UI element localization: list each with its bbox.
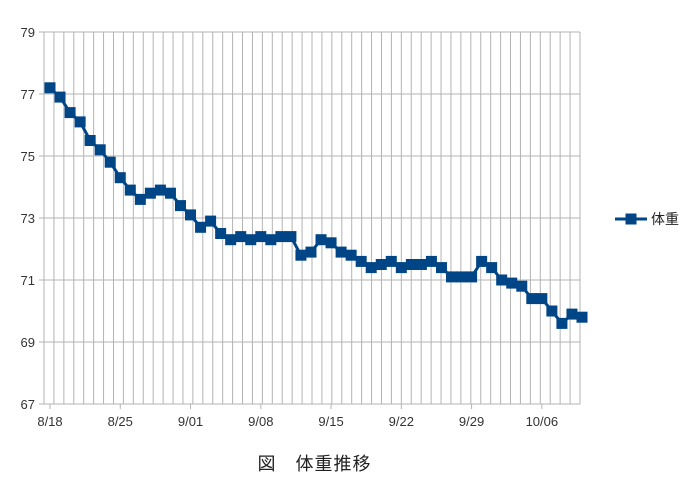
data-point-marker (536, 293, 548, 305)
data-point-marker (546, 305, 558, 317)
data-point-marker (486, 262, 498, 274)
data-point-marker (456, 271, 468, 283)
data-point-marker (225, 234, 237, 246)
data-point-marker (255, 231, 267, 243)
data-point-marker (315, 234, 327, 246)
data-point-marker (576, 311, 588, 323)
data-point-marker (425, 255, 437, 267)
data-point-marker (435, 262, 447, 274)
data-point-marker (124, 184, 136, 196)
y-tick-label: 77 (21, 87, 35, 102)
data-point-marker (245, 234, 257, 246)
y-tick-label: 79 (21, 25, 35, 40)
data-point-marker (295, 249, 307, 261)
x-tick-label: 9/22 (389, 414, 414, 429)
grid-lines (39, 31, 581, 405)
data-point-marker (104, 156, 116, 168)
data-point-marker (114, 172, 126, 184)
data-point-marker (265, 234, 277, 246)
data-point-marker (385, 255, 397, 267)
data-point-marker (144, 187, 156, 199)
x-tick-label: 10/06 (526, 414, 559, 429)
data-point-marker (305, 246, 317, 258)
data-point-marker (205, 215, 217, 227)
series-weight (44, 82, 588, 329)
y-tick-label: 71 (21, 273, 35, 288)
data-point-marker (466, 271, 478, 283)
series-line-weight (48, 86, 583, 325)
data-point-marker (215, 228, 227, 239)
figure-caption: 図 体重推移 (257, 454, 372, 475)
y-tick-label: 69 (21, 335, 35, 350)
data-point-marker (44, 82, 56, 94)
x-tick-label: 9/01 (178, 414, 203, 429)
data-point-marker (325, 237, 337, 249)
data-point-marker (275, 231, 287, 243)
x-tick-label: 9/29 (459, 414, 484, 429)
data-point-marker (496, 274, 508, 286)
data-point-marker (235, 231, 247, 243)
data-point-marker (285, 231, 297, 243)
legend: 体重 (615, 212, 679, 228)
data-point-marker (415, 259, 427, 270)
data-point-marker (185, 209, 197, 221)
x-tick-label: 9/15 (318, 414, 343, 429)
y-tick-label: 67 (21, 397, 35, 412)
data-point-marker (94, 144, 106, 156)
legend-label-weight: 体重 (651, 212, 679, 228)
data-point-marker (506, 277, 518, 289)
y-tick-label: 73 (21, 211, 35, 226)
data-point-marker (365, 262, 377, 274)
data-point-marker (395, 262, 407, 274)
data-point-marker (476, 255, 488, 267)
x-tick-label: 9/08 (248, 414, 273, 429)
data-point-marker (375, 259, 387, 270)
data-point-marker (345, 249, 357, 261)
data-point-marker (74, 116, 86, 128)
data-point-marker (64, 107, 76, 119)
data-point-marker (195, 221, 207, 233)
data-point-marker (54, 91, 66, 103)
data-point-marker (516, 280, 528, 292)
data-point-marker (566, 308, 578, 320)
data-point-marker (405, 259, 417, 270)
data-point-marker (335, 246, 347, 258)
y-tick-label: 75 (21, 149, 35, 164)
data-point-marker (174, 200, 186, 212)
data-point-marker (556, 317, 568, 329)
axes: 67 69 71 73 75 77 79 8/18 8/25 9/01 9/08 9/15 9/22 9/… (21, 25, 559, 429)
x-tick-label: 8/18 (37, 414, 62, 429)
legend-marker (625, 213, 637, 225)
data-point-marker (446, 271, 458, 283)
data-point-marker (526, 293, 538, 305)
data-point-marker (355, 255, 367, 267)
data-point-marker (154, 184, 166, 196)
x-tick-label: 8/25 (108, 414, 133, 429)
data-point-marker (134, 193, 146, 205)
data-point-marker (84, 135, 96, 146)
data-point-marker (164, 187, 176, 199)
